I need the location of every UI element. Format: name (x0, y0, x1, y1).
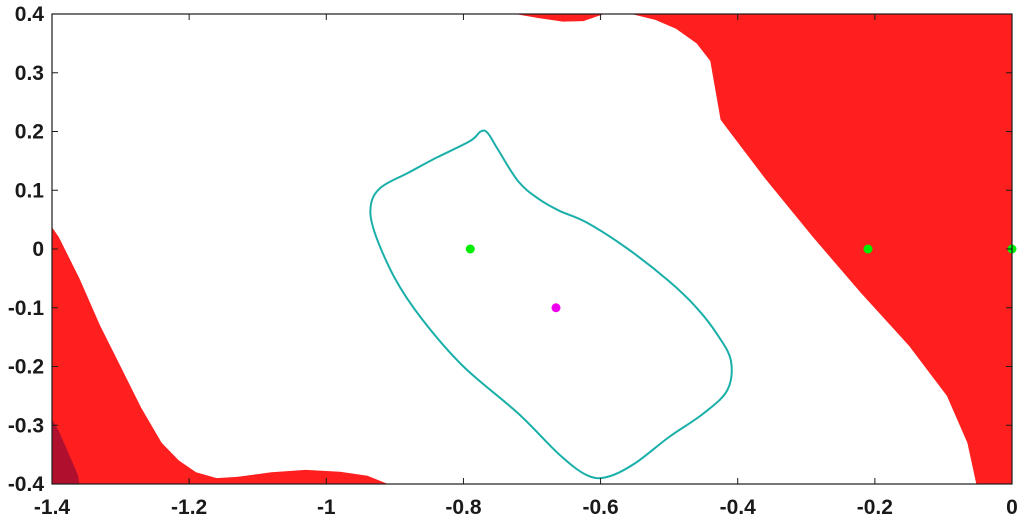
y-tick-label: -0.2 (8, 356, 44, 379)
y-tick-label: -0.4 (8, 473, 45, 496)
y-tick-label: 0 (32, 238, 44, 261)
y-tick-label: 0.4 (15, 3, 45, 26)
region-0 (514, 14, 1012, 484)
y-tick-label: 0.1 (15, 179, 45, 202)
x-tick-label: -1.4 (34, 496, 71, 519)
x-tick-label: -1 (317, 496, 336, 519)
point-1-0 (551, 303, 561, 313)
y-tick-label: 0.2 (15, 121, 44, 144)
y-tick-label: -0.3 (8, 414, 44, 437)
x-tick-label: -0.6 (582, 496, 618, 519)
y-tick-label: -0.1 (8, 297, 45, 320)
point-0-1 (863, 244, 873, 254)
y-axis-ticks: 0.4 0.3 0.2 0.1 0 -0.1 -0.2 -0.3 -0.4 (8, 3, 1012, 496)
feasible-regions (52, 14, 1012, 485)
contour-line (369, 129, 733, 480)
x-tick-label: -0.8 (445, 496, 482, 519)
x-tick-label: 0 (1006, 496, 1018, 519)
y-tick-label: 0.3 (15, 62, 44, 85)
contour-layer (369, 129, 733, 480)
x-tick-label: -1.2 (171, 496, 207, 519)
x-axis-ticks: -1.4 -1.2 -1 -0.8 -0.6 -0.4 -0.2 0 (34, 14, 1018, 519)
point-0-0 (465, 244, 475, 254)
region-2 (52, 419, 80, 484)
x-tick-label: -0.2 (857, 496, 893, 519)
region-1 (52, 227, 388, 485)
x-tick-label: -0.4 (720, 496, 757, 519)
